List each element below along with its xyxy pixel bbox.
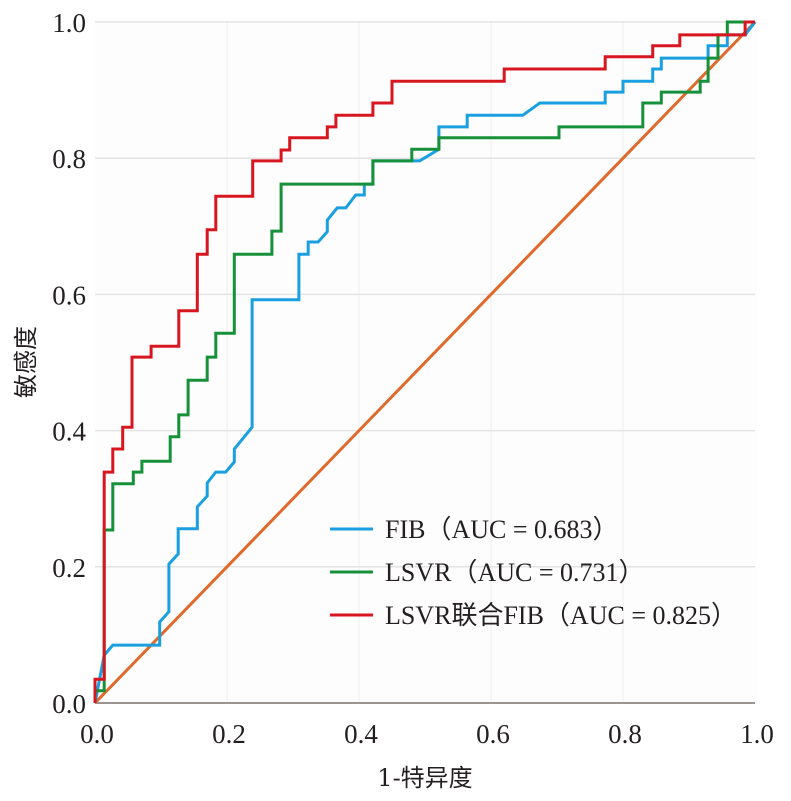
vertical-gridlines [226,22,624,703]
legend-label-fib: FIB（AUC = 0.683） [385,515,619,544]
y-tick-labels: 0.0 0.2 0.4 0.6 0.8 1.0 [52,8,86,719]
y-tick-label: 1.0 [52,8,86,38]
series-line-lsvr-combined-fib [93,20,755,703]
x-tick-label: 0.0 [80,719,114,749]
x-tick-label: 0.4 [344,719,378,749]
horizontal-gridlines [95,21,755,568]
series-line-fib [93,21,757,704]
y-tick-label: 0.0 [52,689,86,719]
legend-label-lsvr-combined-fib: LSVR联合FIB（AUC = 0.825） [385,601,737,630]
x-axis-title: 1-特异度 [377,764,472,792]
legend: FIB（AUC = 0.683） LSVR（AUC = 0.731） LSVR联合F… [330,515,737,630]
x-tick-label: 0.8 [608,719,642,749]
legend-label-lsvr: LSVR（AUC = 0.731） [385,558,645,587]
x-tick-labels: 0.0 0.2 0.4 0.6 0.8 1.0 [80,719,774,749]
roc-curves [93,20,757,705]
y-tick-label: 0.8 [52,144,86,174]
series-line-lsvr [93,20,755,703]
series-line-reference-diagonal [93,20,757,705]
x-tick-label: 0.2 [212,719,246,749]
x-tick-label: 0.6 [476,719,510,749]
y-axis-title: 敏感度 [12,326,40,398]
x-tick-label: 1.0 [740,719,774,749]
y-tick-label: 0.4 [52,417,86,447]
y-tick-label: 0.2 [52,553,86,583]
y-tick-label: 0.6 [52,280,86,310]
